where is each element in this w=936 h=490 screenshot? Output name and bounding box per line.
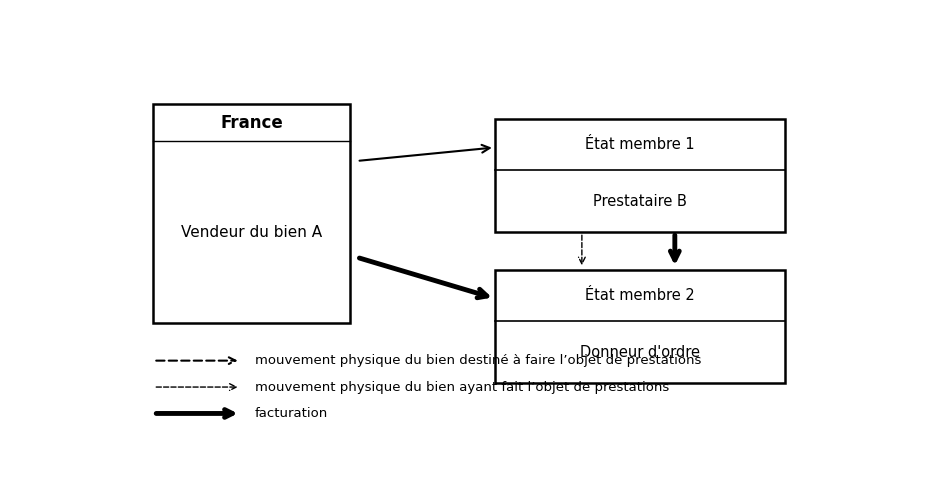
Text: mouvement physique du bien destiné à faire l’objet de prestations: mouvement physique du bien destiné à fai… bbox=[255, 354, 701, 367]
Text: facturation: facturation bbox=[255, 407, 328, 420]
Text: Vendeur du bien A: Vendeur du bien A bbox=[181, 224, 322, 240]
Text: Donneur d'ordre: Donneur d'ordre bbox=[579, 344, 699, 360]
Bar bbox=[154, 104, 349, 323]
Text: État membre 2: État membre 2 bbox=[584, 288, 695, 303]
Text: France: France bbox=[220, 114, 283, 132]
Text: État membre 1: État membre 1 bbox=[585, 137, 694, 152]
Bar bbox=[494, 119, 784, 232]
Text: mouvement physique du bien ayant fait l’objet de prestations: mouvement physique du bien ayant fait l’… bbox=[255, 381, 668, 393]
Bar bbox=[494, 270, 784, 383]
Text: Prestataire B: Prestataire B bbox=[592, 194, 686, 209]
